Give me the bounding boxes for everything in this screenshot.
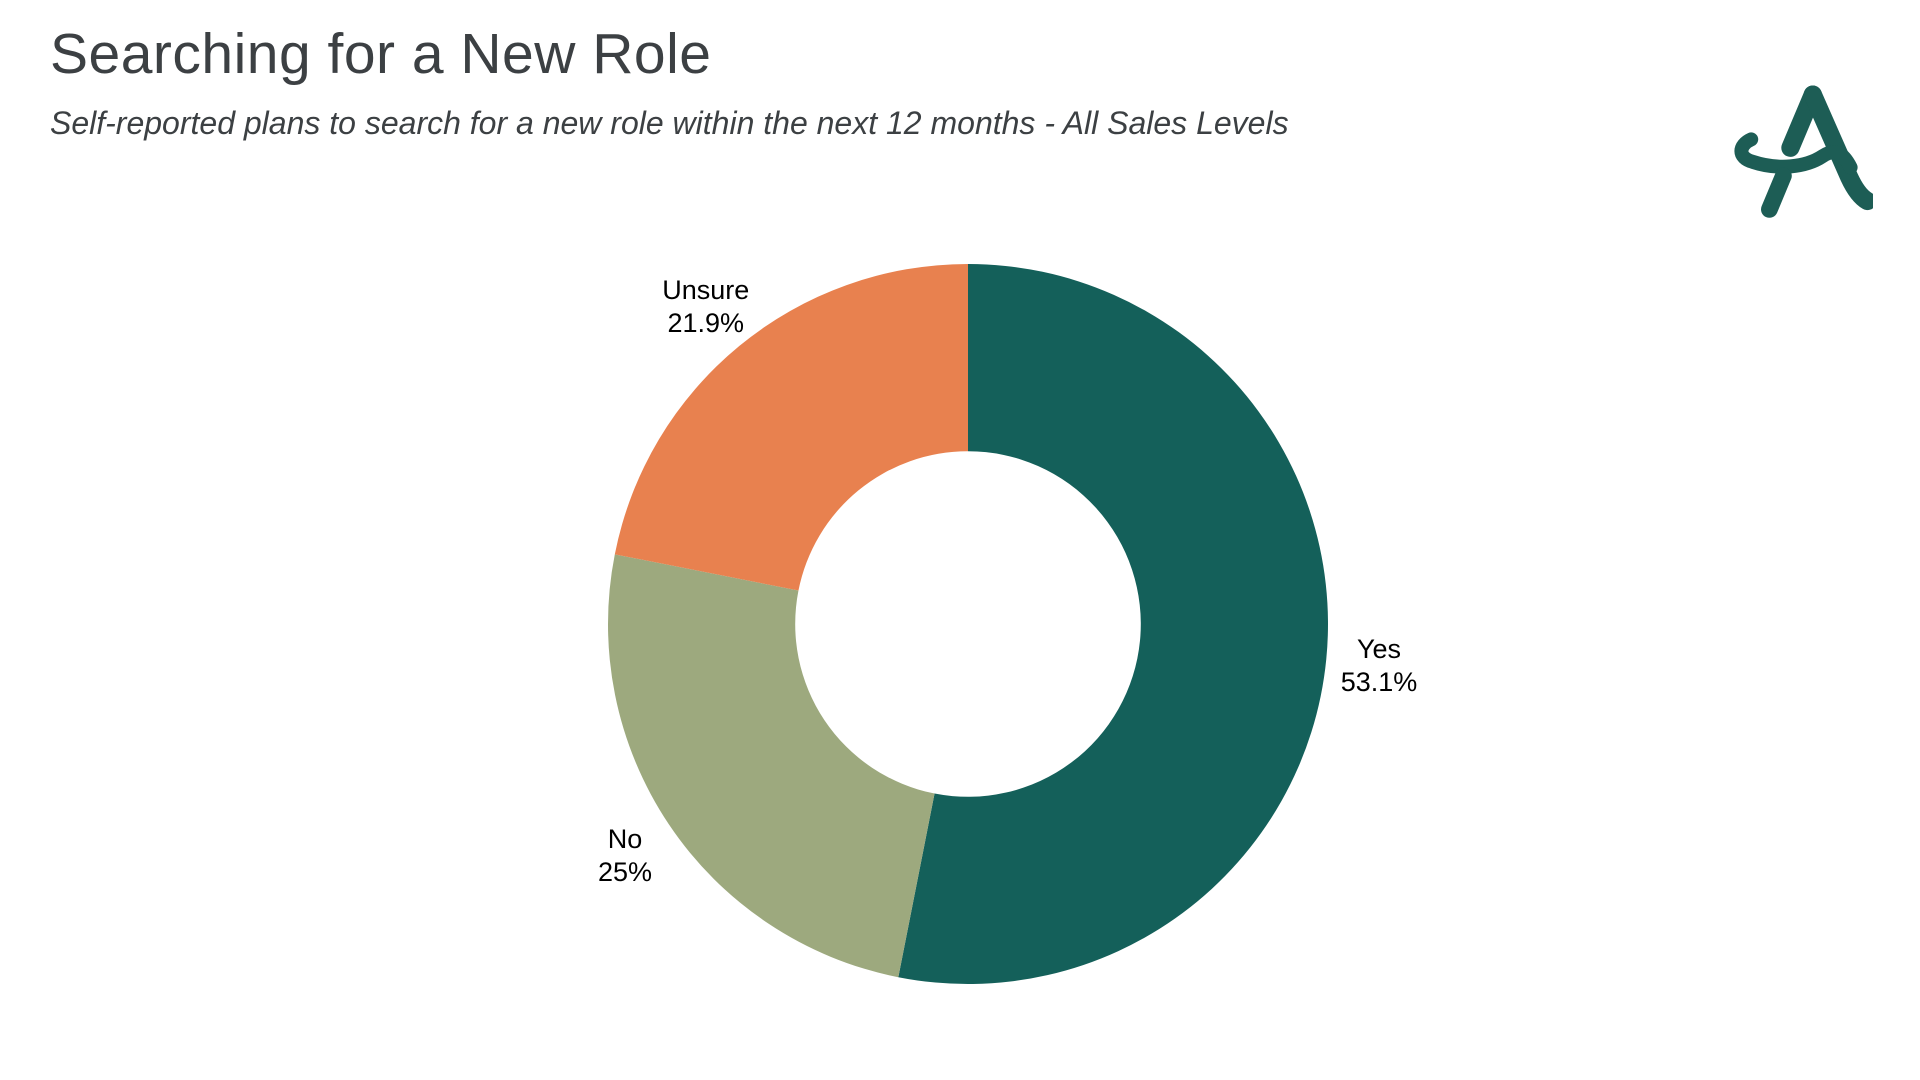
page-subtitle: Self-reported plans to search for a new …	[50, 104, 1289, 141]
logo-swoosh	[1734, 132, 1858, 175]
slice-label-no: No 25%	[598, 824, 652, 887]
stylized-a-swoosh-icon	[1734, 85, 1877, 218]
donut-slice-no	[607, 554, 935, 978]
slice-label-unsure: Unsure 21.9%	[662, 275, 749, 338]
donut-slice-yes	[898, 264, 1328, 984]
brand-logo	[1733, 82, 1877, 222]
logo-right-leg	[1803, 85, 1877, 211]
page-title: Searching for a New Role	[50, 22, 712, 86]
header: Searching for a New Role Self-reported p…	[50, 22, 1650, 142]
donut-slice-unsure	[614, 264, 968, 591]
logo-lower-left-leg	[1761, 167, 1792, 218]
slice-label-yes: Yes 53.1%	[1341, 634, 1418, 697]
